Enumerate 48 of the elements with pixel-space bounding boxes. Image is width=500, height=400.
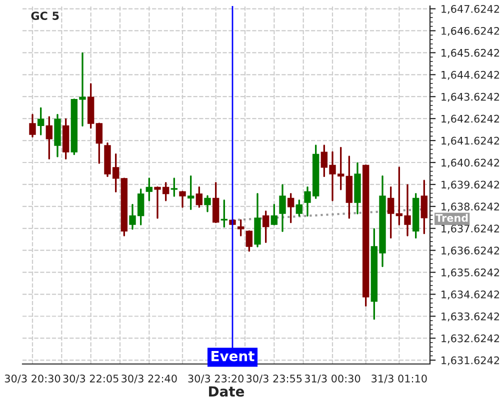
candlestick: [179, 190, 186, 208]
x-tick-label: 30/3 22:05: [63, 374, 118, 384]
y-tick-label: 1,642.6242: [442, 114, 500, 124]
candlestick: [246, 230, 253, 252]
candlestick: [270, 204, 278, 226]
candlestick: [46, 116, 53, 160]
y-tick-label: 1,640.6242: [442, 158, 500, 168]
y-tick-label: 1,639.6242: [442, 180, 500, 190]
candlestick: [420, 180, 428, 234]
candlestick: [29, 114, 36, 138]
candlestick: [287, 192, 294, 224]
candlestick: [262, 210, 270, 243]
x-tick-label: 30/3 22:40: [122, 374, 177, 384]
candlestick: [146, 178, 153, 202]
y-tick-label: 1,641.6242: [442, 136, 500, 146]
x-axis-title: Date: [209, 386, 244, 397]
x-tick-label: 30/3 23:20: [188, 374, 244, 384]
series-label: Trend: [436, 214, 468, 222]
y-tick-label: 1,636.6242: [442, 246, 500, 256]
candlestick: [96, 122, 103, 164]
y-tick-label: 1,646.6242: [442, 26, 500, 36]
y-tick-label: 1,644.6242: [442, 70, 500, 80]
y-tick-label: 1,635.6242: [442, 268, 500, 278]
y-tick-label: 1,647.6242: [442, 4, 500, 14]
candlestick: [187, 175, 194, 210]
candlestick: [196, 186, 203, 208]
candlestick: [220, 200, 228, 228]
x-tick-label: 31/3 01:10: [372, 374, 427, 384]
candlestick: [204, 195, 211, 212]
chart-title: GC 5: [31, 12, 59, 20]
candlestick: [237, 219, 244, 236]
candlestick: [279, 184, 286, 232]
y-tick-label: 1,631.6242: [442, 356, 500, 366]
annotation: Event: [212, 350, 254, 362]
y-tick-label: 1,638.6242: [442, 202, 500, 212]
x-tick-label: 30/3 20:30: [4, 374, 60, 384]
y-tick-label: 1,637.6242: [442, 224, 500, 234]
x-tick-label: 30/3 23:55: [246, 374, 302, 384]
y-tick-label: 1,633.6242: [442, 312, 500, 322]
y-tick-label: 1,645.6242: [442, 48, 500, 58]
candlestick: [387, 186, 394, 239]
y-tick-label: 1,634.6242: [442, 290, 500, 300]
y-tick-label: 1,632.6242: [442, 334, 500, 344]
candlestick: [296, 200, 303, 217]
x-tick-label: 31/3 00:30: [304, 374, 360, 384]
candlestick: [170, 178, 178, 197]
candlestick: [37, 107, 44, 136]
y-tick-label: 1,643.6242: [442, 92, 500, 102]
